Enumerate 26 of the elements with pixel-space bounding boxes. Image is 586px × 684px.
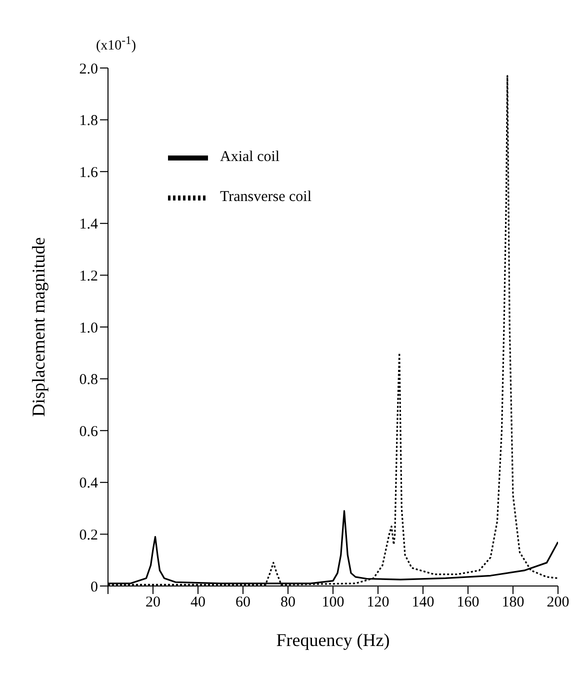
x-tick-label: 40 xyxy=(190,594,206,611)
y-tick-label: 0.2 xyxy=(79,528,98,544)
x-tick-label: 120 xyxy=(366,594,390,611)
y-tick-label: 1.6 xyxy=(79,164,98,181)
y-tick-label: 0 xyxy=(90,579,98,596)
x-tick-label: 20 xyxy=(146,594,160,611)
y-tick-label: 0.4 xyxy=(79,476,98,492)
x-axis-title: Frequency (Hz) xyxy=(276,630,390,650)
x-tick-label: 80 xyxy=(280,594,296,611)
y-tick-label: 1.8 xyxy=(79,113,98,130)
y-tick-label: 0.6 xyxy=(79,424,98,440)
y-tick-label: 1.2 xyxy=(79,268,98,285)
x-tick-label: 200 xyxy=(546,594,570,611)
y-tick-label: 1.4 xyxy=(79,216,98,233)
x-tick-label: 100 xyxy=(322,594,344,611)
x-tick-label: 60 xyxy=(236,594,250,611)
legend-label: Axial coil xyxy=(220,149,280,166)
x-tick-label: 180 xyxy=(502,594,524,611)
x-tick-label: 160 xyxy=(456,594,480,611)
y-tick-label: 1.0 xyxy=(79,320,98,336)
x-tick-label: 140 xyxy=(412,594,434,611)
y-axis-title: Displacement magnitude xyxy=(28,237,48,417)
y-tick-label: 2.0 xyxy=(79,61,98,78)
y-tick-label: 0.8 xyxy=(79,372,98,388)
text: (x10$^{-1}$) xyxy=(96,34,136,55)
legend-label: Transverse coil xyxy=(220,189,312,206)
